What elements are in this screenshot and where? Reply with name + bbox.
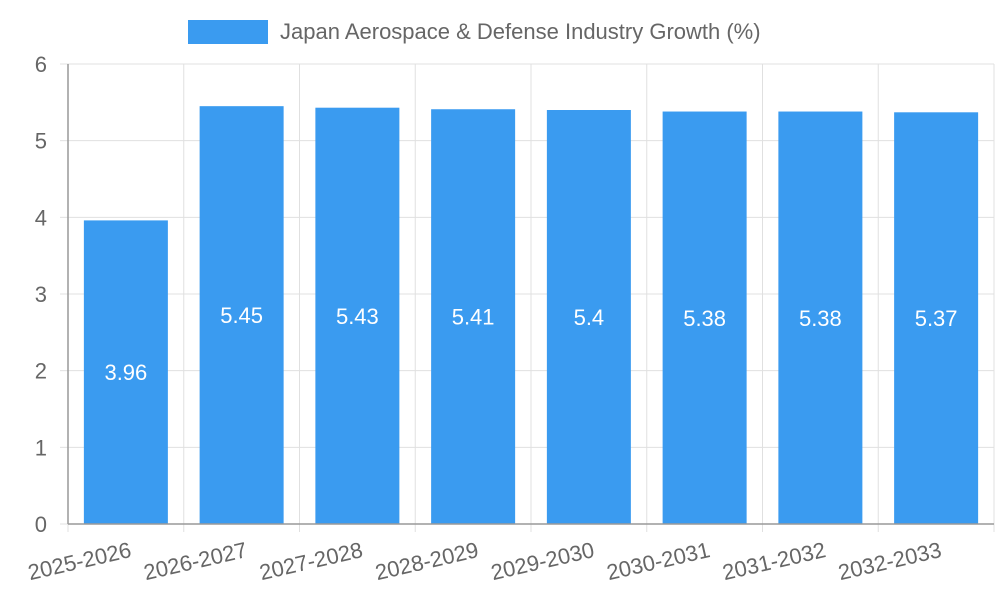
y-tick-label: 5	[35, 129, 47, 154]
axes	[67, 64, 994, 525]
x-tick-label: 2027-2028	[257, 537, 365, 585]
legend-label: Japan Aerospace & Defense Industry Growt…	[280, 19, 761, 44]
bar	[315, 107, 400, 524]
y-tick-label: 1	[35, 435, 47, 460]
data-label: 5.38	[799, 306, 842, 331]
bars	[83, 106, 979, 525]
legend-swatch	[188, 20, 268, 44]
y-tick-label: 2	[35, 359, 47, 384]
bar	[894, 112, 979, 525]
data-label: 5.37	[915, 306, 958, 331]
bar	[199, 106, 284, 525]
bar	[431, 109, 516, 524]
data-label: 5.38	[683, 306, 726, 331]
y-axis-ticks: 0 1 2 3 4 5 6	[35, 52, 47, 537]
x-axis-ticks: 2025-2026 2026-2027 2027-2028 2028-2029 2029…	[25, 537, 943, 585]
y-tick-label: 3	[35, 282, 47, 307]
x-tick-label: 2028-2029	[373, 537, 481, 585]
y-tick-label: 0	[35, 512, 47, 537]
data-label: 5.4	[574, 305, 605, 330]
data-labels: 3.96 5.45 5.43 5.41 5.4 5.38 5.38 5.37	[104, 303, 957, 385]
data-label: 3.96	[104, 360, 147, 385]
x-tick-label: 2026-2027	[141, 537, 249, 585]
x-tick-label: 2025-2026	[25, 537, 133, 585]
x-tick-label: 2029-2030	[488, 537, 596, 585]
bar	[778, 111, 863, 525]
bar	[546, 110, 631, 524]
bar	[83, 220, 168, 524]
legend: Japan Aerospace & Defense Industry Growt…	[188, 19, 761, 44]
data-label: 5.43	[336, 304, 379, 329]
x-tick-label: 2030-2031	[604, 537, 712, 585]
data-label: 5.41	[452, 305, 495, 330]
data-label: 5.45	[220, 303, 263, 328]
x-tick-label: 2032-2033	[836, 537, 944, 585]
bar	[662, 111, 747, 525]
y-tick-label: 4	[35, 205, 47, 230]
y-tick-label: 6	[35, 52, 47, 77]
x-tick-label: 2031-2032	[720, 537, 828, 585]
